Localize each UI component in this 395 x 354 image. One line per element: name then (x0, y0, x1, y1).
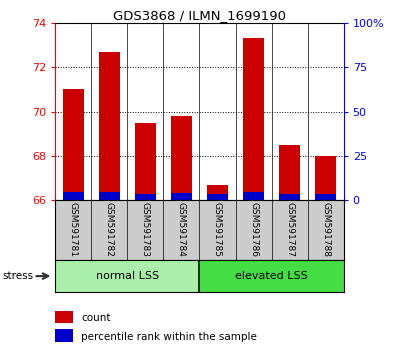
Bar (55, 329, 73, 342)
Text: normal LSS: normal LSS (96, 271, 159, 281)
Bar (55, 311, 73, 323)
Bar (315, 194, 337, 200)
Title: GDS3868 / ILMN_1699190: GDS3868 / ILMN_1699190 (113, 9, 286, 22)
Text: GSM591787: GSM591787 (285, 202, 294, 257)
Text: count: count (81, 313, 111, 323)
Text: elevated LSS: elevated LSS (235, 271, 308, 281)
Text: GSM591783: GSM591783 (141, 202, 150, 257)
Bar (243, 39, 264, 200)
Text: GSM591785: GSM591785 (213, 202, 222, 257)
Bar (62, 192, 84, 200)
Bar (62, 89, 84, 200)
Bar (207, 184, 228, 200)
Text: GSM591784: GSM591784 (177, 202, 186, 257)
Bar (99, 192, 120, 200)
Text: stress: stress (2, 271, 33, 281)
Bar (135, 194, 156, 200)
Text: percentile rank within the sample: percentile rank within the sample (81, 332, 257, 342)
Text: GSM591781: GSM591781 (69, 202, 78, 257)
Bar (279, 145, 300, 200)
Text: GSM591782: GSM591782 (105, 202, 114, 257)
Bar (243, 192, 264, 200)
Text: GSM591786: GSM591786 (249, 202, 258, 257)
Text: GSM591788: GSM591788 (321, 202, 330, 257)
Bar (207, 194, 228, 200)
Bar (279, 194, 300, 200)
Bar (315, 156, 337, 200)
Bar (199, 260, 344, 292)
Bar (171, 116, 192, 200)
Bar (135, 122, 156, 200)
Bar (99, 52, 120, 200)
Bar (171, 193, 192, 200)
Bar (55, 260, 199, 292)
